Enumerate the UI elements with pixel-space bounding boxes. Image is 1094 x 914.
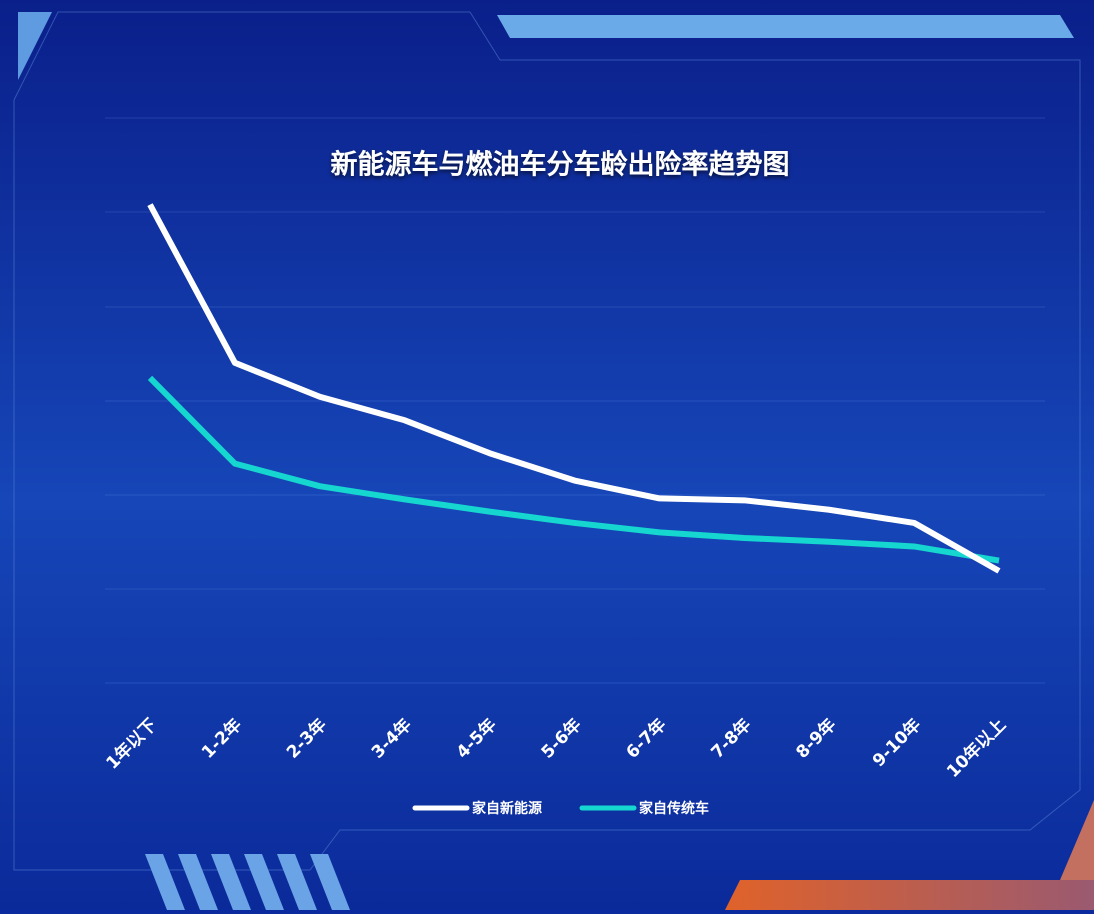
line <box>147 375 1000 564</box>
legend-label: 家自传统车 <box>639 800 709 817</box>
grid <box>105 117 1045 684</box>
chart-title: 新能源车与燃油车分车龄出险率趋势图 <box>331 149 790 181</box>
deco <box>1060 800 1094 880</box>
deco <box>497 15 1074 38</box>
deco <box>18 12 52 80</box>
legend-label: 家自新能源 <box>472 800 542 817</box>
frame <box>13 11 1081 871</box>
line <box>147 203 1001 574</box>
stripes <box>145 854 350 910</box>
deco <box>725 880 1094 910</box>
